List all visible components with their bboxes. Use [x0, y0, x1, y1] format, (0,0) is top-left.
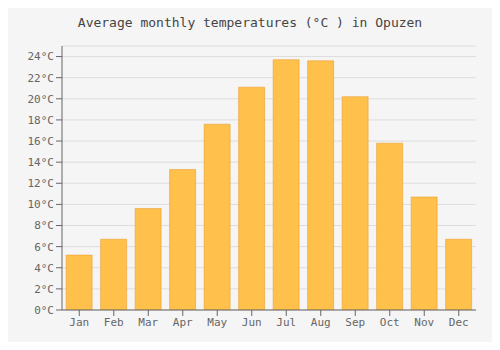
svg-text:18°C: 18°C: [28, 114, 55, 127]
svg-text:Mar: Mar: [138, 316, 158, 329]
html-text:Average monthly temperatures (: Average monthly temperatures (°C ) in Op…: [77, 15, 423, 30]
svg-text:Jan: Jan: [69, 316, 89, 329]
svg-text:Apr: Apr: [173, 316, 193, 329]
svg-text:16°C: 16°C: [28, 135, 55, 148]
svg-text:10°C: 10°C: [28, 198, 55, 211]
svg-text:14°C: 14°C: [28, 156, 55, 169]
svg-text:Jul: Jul: [276, 316, 296, 329]
svg-text:May: May: [207, 316, 227, 329]
svg-text:24°C: 24°C: [28, 50, 55, 63]
svg-text:Dec: Dec: [449, 316, 469, 329]
svg-text:Sep: Sep: [345, 316, 365, 329]
svg-text:Oct: Oct: [380, 316, 400, 329]
svg-text:4°C: 4°C: [34, 262, 54, 275]
svg-text:Nov: Nov: [414, 316, 434, 329]
svg-text:6°C: 6°C: [34, 241, 54, 254]
svg-text:Aug: Aug: [311, 316, 331, 329]
svg-text:12°C: 12°C: [28, 177, 55, 190]
svg-text:Jun: Jun: [242, 316, 262, 329]
svg-text:8°C: 8°C: [34, 219, 54, 232]
svg-text:22°C: 22°C: [28, 72, 55, 85]
svg-text:20°C: 20°C: [28, 93, 55, 106]
svg-text:2°C: 2°C: [34, 283, 54, 296]
svg-text:0°C: 0°C: [34, 304, 54, 317]
svg-text:Feb: Feb: [104, 316, 124, 329]
